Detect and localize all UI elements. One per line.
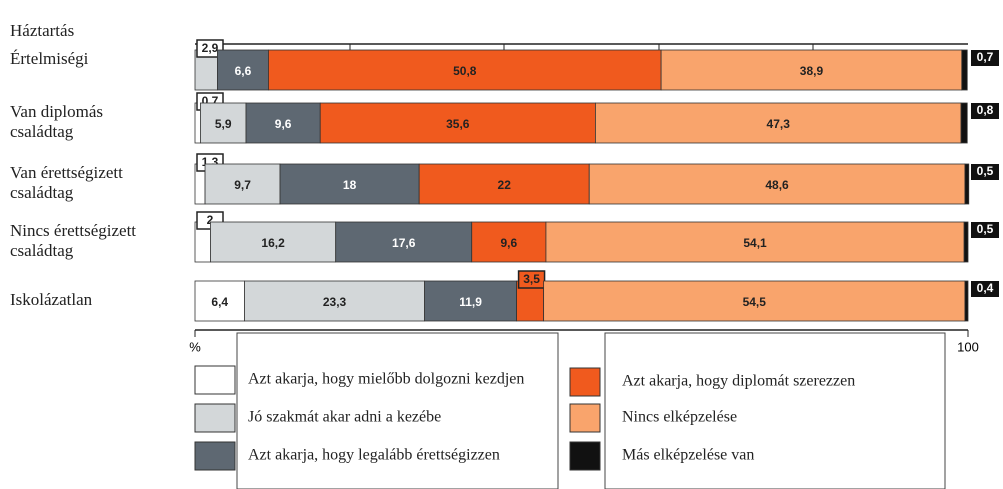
label-box — [971, 50, 999, 66]
legend-swatch — [569, 403, 601, 433]
legend-label: Azt akarja, hogy legalább érettségizzen — [248, 447, 500, 464]
value-label: 35,6 — [446, 117, 470, 131]
value-label: 0,5 — [977, 164, 994, 178]
legend-box — [604, 332, 946, 489]
value-label: 22 — [498, 178, 512, 192]
value-label: 17,6 — [392, 236, 416, 250]
bar-segment — [595, 102, 962, 144]
value-label: 0,8 — [977, 103, 994, 117]
bar-segment — [660, 49, 963, 91]
row-header: Háztartás — [10, 21, 74, 40]
legend-swatch — [194, 441, 236, 471]
legend-box — [236, 332, 559, 489]
bar-segment — [961, 49, 968, 91]
value-label: 6,6 — [235, 64, 252, 78]
bar-segment — [964, 163, 970, 205]
value-label: 48,6 — [765, 178, 789, 192]
legend-swatch — [569, 367, 601, 397]
label-box — [196, 39, 224, 58]
bar-segment — [588, 163, 966, 205]
bar-segment — [279, 163, 420, 205]
category-label: Van diplomás családtag — [10, 102, 103, 141]
label-box — [971, 222, 999, 238]
category-label: Értelmiségi — [10, 49, 89, 68]
bar-segment — [200, 102, 247, 144]
bar-segment — [335, 221, 473, 263]
legend-label: Jó szakmát akar adni a kezébe — [248, 409, 441, 426]
bar-segment — [545, 221, 965, 263]
value-label: 2 — [207, 213, 214, 227]
value-label: 2,9 — [202, 41, 219, 55]
top-ruler — [195, 43, 968, 50]
value-label: 18 — [343, 178, 357, 192]
value-label: 0,5 — [977, 222, 994, 236]
bar-segment — [471, 221, 547, 263]
legend-swatch — [194, 403, 236, 433]
legend-label: Azt akarja, hogy mielőbb dolgozni kezdje… — [248, 371, 524, 388]
value-label: 16,2 — [261, 236, 285, 250]
value-label: 9,6 — [500, 236, 517, 250]
bar-segment — [268, 49, 662, 91]
label-box — [971, 281, 999, 297]
bar-segment — [424, 280, 517, 322]
value-label: 9,7 — [234, 178, 251, 192]
label-box — [971, 103, 999, 119]
bar-segment — [210, 221, 337, 263]
bar-segment — [204, 163, 281, 205]
value-label: 11,9 — [459, 295, 482, 309]
bar-segment — [194, 280, 245, 322]
category-label: Nincs érettségizett családtag — [10, 221, 136, 260]
bar-segment — [244, 280, 425, 322]
bar-segment — [319, 102, 596, 144]
value-label: 9,6 — [275, 117, 292, 131]
bar-segment — [543, 280, 966, 322]
value-label: 38,9 — [800, 64, 824, 78]
legend-swatch — [194, 365, 236, 395]
value-label: 47,3 — [767, 117, 791, 131]
bar-segment — [960, 102, 968, 144]
legend-label: Más elképzelése van — [622, 447, 754, 464]
value-label: 6,4 — [211, 295, 228, 309]
legend-swatch — [569, 441, 601, 471]
bar-segment — [418, 163, 590, 205]
category-label: Van érettségizett családtag — [10, 163, 123, 202]
x-tick-label: 100 — [957, 339, 979, 354]
value-label: 5,9 — [215, 117, 232, 131]
bar-segment — [964, 280, 969, 322]
x-tick-label: % — [189, 339, 201, 354]
value-label: 0,7 — [977, 50, 994, 64]
bar-segment — [245, 102, 321, 144]
value-label: 54,1 — [743, 236, 767, 250]
label-box — [517, 270, 546, 289]
bar-segment — [217, 49, 269, 91]
value-label: 0,4 — [977, 281, 994, 295]
value-label: 54,5 — [743, 295, 767, 309]
category-label: Iskolázatlan — [10, 290, 93, 309]
bar-segment — [963, 221, 969, 263]
legend-label: Azt akarja, hogy diplomát szerezzen — [622, 373, 855, 390]
legend-label: Nincs elképzelése — [622, 409, 737, 426]
value-label: 50,8 — [453, 64, 477, 78]
value-label: 23,3 — [323, 295, 347, 309]
value-label: 3,5 — [523, 272, 540, 286]
label-box — [971, 164, 999, 180]
